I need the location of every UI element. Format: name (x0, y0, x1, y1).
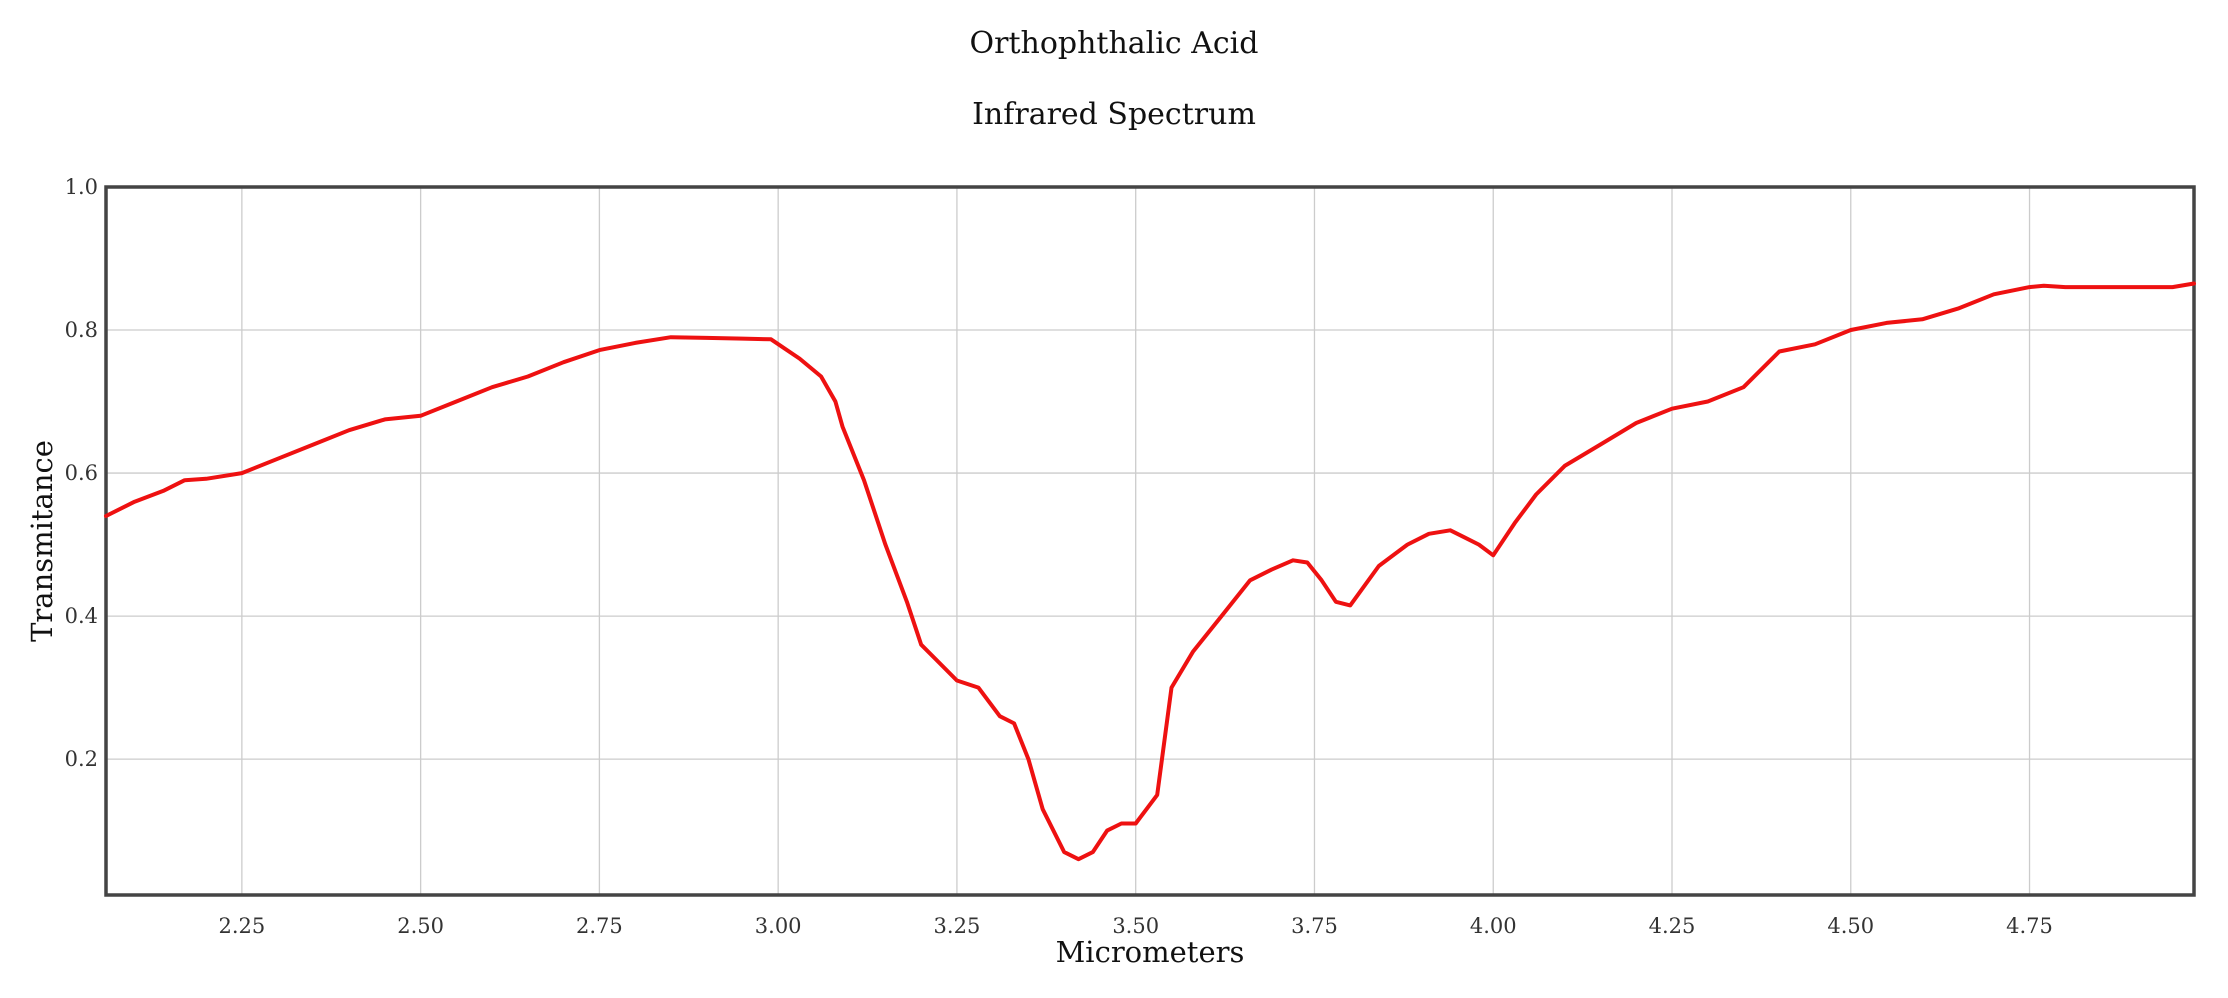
x-tick-label: 3.75 (1291, 914, 1338, 938)
x-tick-label: 2.75 (576, 914, 623, 938)
y-tick-label: 1.0 (65, 175, 98, 199)
x-tick-label: 3.00 (755, 914, 802, 938)
chart-title: Orthophthalic Acid (969, 26, 1259, 61)
x-tick-label: 4.25 (1649, 914, 1696, 938)
x-tick-label: 4.75 (2006, 914, 2053, 938)
y-tick-label: 0.8 (65, 318, 98, 342)
y-tick-label: 0.2 (65, 747, 98, 771)
transmittance-series-line (104, 281, 2196, 862)
plot-frame (104, 185, 2196, 897)
x-tick-label: 2.50 (397, 914, 444, 938)
y-tick-label: 0.4 (65, 604, 98, 628)
x-axis-label: Micrometers (1056, 935, 1245, 969)
x-gridlines (241, 187, 2031, 895)
y-tick-label: 0.6 (65, 461, 98, 485)
x-tick-label: 4.00 (1470, 914, 1517, 938)
x-tick-labels: 2.25 2.50 2.75 3.00 3.25 3.50 3.75 4.00 4.25 4.50… (218, 914, 2052, 938)
y-gridlines (106, 329, 2194, 760)
x-tick-label: 3.25 (934, 914, 981, 938)
chart-subtitle: Infrared Spectrum (972, 97, 1256, 132)
y-tick-labels: 0.2 0.4 0.6 0.8 1.0 (65, 175, 98, 771)
y-axis-label: Transmitance (25, 440, 59, 642)
x-tick-label: 4.50 (1827, 914, 1874, 938)
x-tick-label: 2.25 (218, 914, 265, 938)
x-tick-label: 3.50 (1112, 914, 1159, 938)
